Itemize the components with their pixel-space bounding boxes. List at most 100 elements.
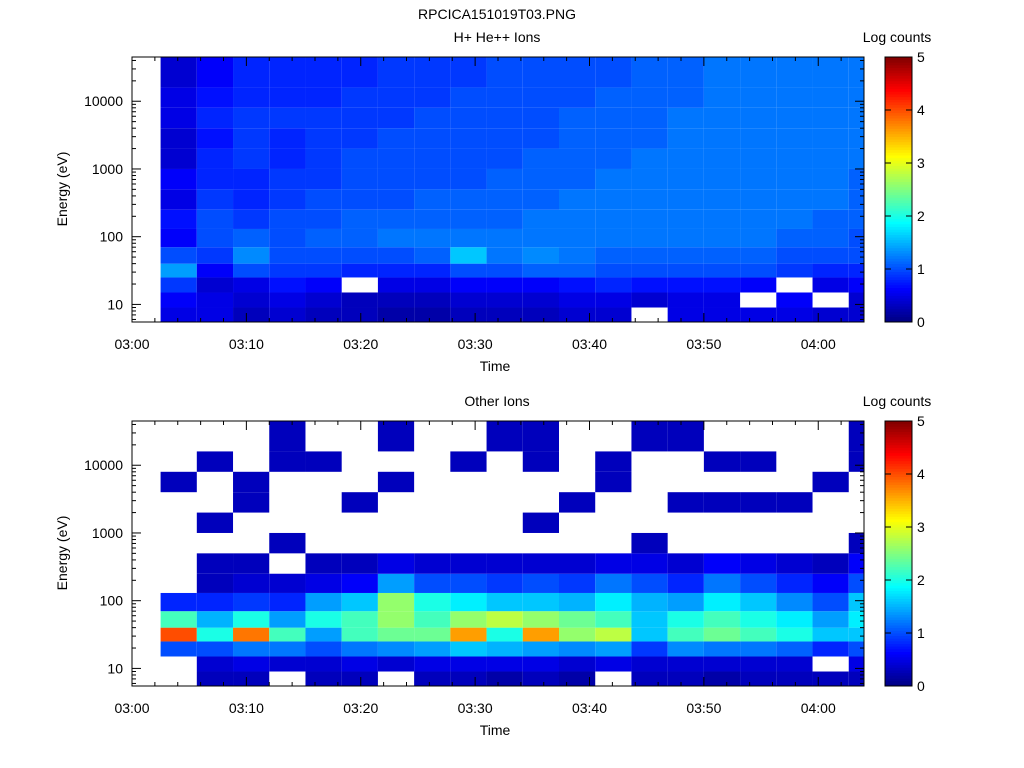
colorbar-segment: [885, 197, 912, 201]
colorbar-segment: [885, 258, 912, 262]
heatmap-cell: [233, 87, 270, 108]
heatmap-cell: [595, 656, 632, 672]
heatmap-cell: [848, 421, 864, 452]
heatmap-cell: [486, 592, 523, 612]
heatmap-cell: [233, 611, 270, 628]
colorbar-segment: [885, 157, 912, 161]
heatmap-cell: [703, 307, 741, 322]
heatmap-cell: [522, 209, 559, 229]
heatmap-cell: [233, 263, 270, 278]
x-tick-label: 03:20: [343, 700, 378, 716]
colorbar-segment: [885, 542, 912, 546]
colorbar-segment: [885, 112, 912, 116]
colorbar-segment: [885, 609, 912, 613]
heatmap-cell: [848, 57, 864, 88]
heatmap-cell: [377, 189, 415, 210]
colorbar-segment: [885, 115, 912, 119]
colorbar-segment: [885, 170, 912, 174]
heatmap-cell: [595, 189, 632, 210]
heatmap-cell: [559, 263, 596, 278]
heatmap-cell: [559, 656, 596, 672]
colorbar-segment: [885, 181, 912, 185]
x-tick-label: 03:50: [686, 700, 721, 716]
heatmap-cell: [486, 553, 523, 574]
heatmap-cell: [377, 228, 415, 248]
heatmap-cell: [703, 228, 741, 248]
heatmap-cell: [812, 189, 849, 210]
colorbar-segment: [885, 659, 912, 663]
colorbar-segment: [885, 64, 912, 68]
heatmap-cell: [269, 307, 306, 322]
colorbar-segment: [885, 458, 912, 462]
heatmap-cell: [776, 263, 813, 278]
heatmap-cell: [414, 128, 451, 149]
heatmap-cell: [595, 128, 632, 149]
x-axis-label-h-he-ions: Time: [480, 358, 511, 374]
heatmap-cell: [341, 573, 378, 593]
colorbar-segment: [885, 580, 912, 584]
colorbar-segment: [885, 670, 912, 674]
heatmap-cell: [341, 611, 378, 628]
heatmap-cell: [414, 87, 451, 108]
heatmap-cell: [776, 128, 813, 149]
heatmap-cell: [776, 641, 813, 657]
heatmap-cell: [414, 263, 451, 278]
heatmap-cell: [341, 671, 378, 686]
heatmap-cell: [450, 57, 487, 88]
colorbar-tick-label: 1: [917, 261, 925, 277]
colorbar-segment: [885, 481, 912, 485]
colorbar-segment: [885, 444, 912, 448]
heatmap-cell: [305, 189, 342, 210]
colorbar-segment: [885, 173, 912, 177]
x-tick-label: 03:10: [229, 336, 264, 352]
heatmap-cell: [269, 532, 306, 554]
heatmap-cell: [740, 128, 777, 149]
heatmap-cell: [486, 641, 523, 657]
colorbar-segment: [885, 298, 912, 302]
heatmap-cell: [848, 263, 864, 278]
heatmap-cell: [631, 228, 668, 248]
colorbar-segment: [885, 107, 912, 111]
heatmap-cell: [740, 57, 777, 88]
heatmap-cell: [559, 611, 596, 628]
heatmap-cell: [703, 292, 741, 308]
heatmap-cell: [305, 592, 342, 612]
heatmap-cell: [595, 209, 632, 229]
heatmap-cell: [269, 573, 306, 593]
colorbar-segment: [885, 617, 912, 621]
heatmap-cell: [522, 292, 559, 308]
colorbar-segment: [885, 619, 912, 623]
heatmap-cell: [341, 263, 378, 278]
axes-other-ions: 03:00 03:10 03:20 03:30 03:40 03:50 04:00 10 100…: [84, 421, 865, 716]
heatmap-cell: [196, 451, 234, 472]
heatmap-cell: [414, 57, 451, 88]
heatmap-cell: [305, 57, 342, 88]
colorbar-segment: [885, 519, 912, 523]
colorbar-segment: [885, 428, 912, 432]
heatmap-cell: [595, 641, 632, 657]
heatmap-cell: [196, 627, 234, 642]
heatmap-cell: [703, 209, 741, 229]
heatmap-cell: [703, 592, 741, 612]
colorbar-segment: [885, 176, 912, 180]
heatmap-cell: [522, 553, 559, 574]
colorbar-segment: [885, 223, 912, 227]
heatmap-cell: [703, 492, 741, 513]
heatmap-cell: [559, 228, 596, 248]
heatmap-cell: [631, 292, 668, 308]
heatmap-cell: [776, 307, 813, 322]
heatmap-cell: [486, 263, 523, 278]
heatmap-cell: [341, 107, 378, 129]
colorbar-segment: [885, 86, 912, 90]
heatmap-cell: [269, 87, 306, 108]
heatmap-cell: [341, 553, 378, 574]
y-tick-label: 100: [100, 229, 124, 245]
heatmap-cell: [377, 573, 415, 593]
colorbar-segment: [885, 314, 912, 318]
colorbar-segment: [885, 237, 912, 241]
heatmap-cell: [341, 592, 378, 612]
colorbar-segment: [885, 102, 912, 106]
heatmap-cell: [667, 573, 704, 593]
heatmap-cell: [559, 641, 596, 657]
heatmap-cell: [486, 307, 523, 322]
